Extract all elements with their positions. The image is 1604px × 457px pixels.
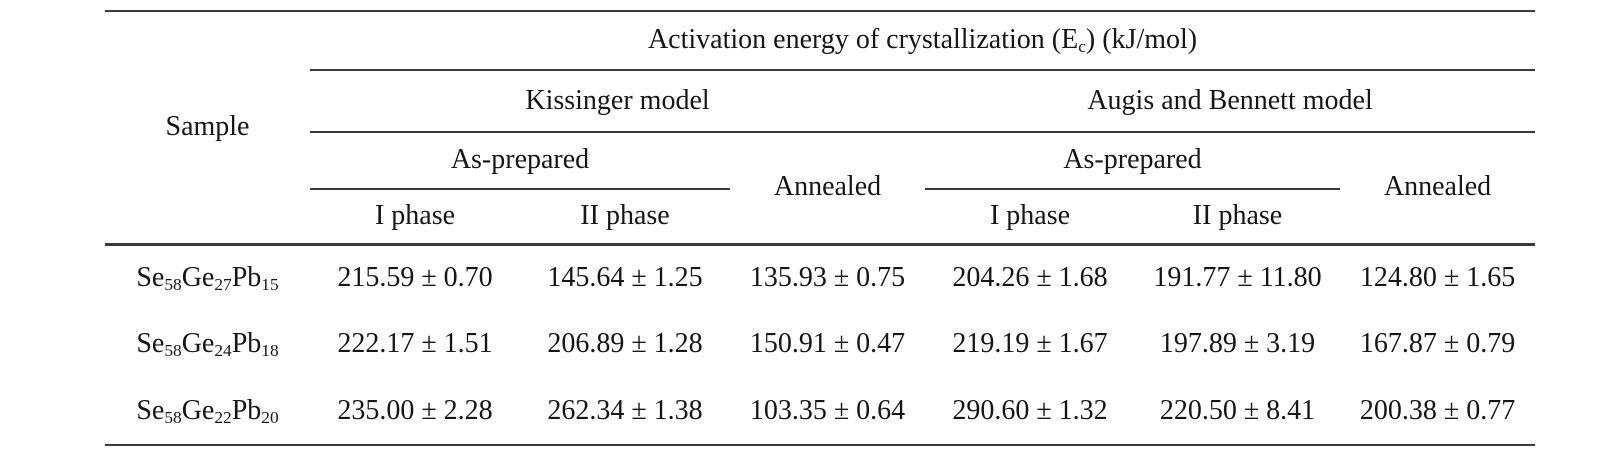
value-cell: 204.26 ± 1.68 bbox=[952, 261, 1108, 293]
header-row-phases: I phase II phase I phase II phase bbox=[105, 189, 1535, 246]
value-cell: 290.60 ± 1.32 bbox=[925, 378, 1135, 446]
header-row-models: Kissinger model Augis and Bennett model bbox=[105, 70, 1536, 133]
table-title-units: ) (kJ/mol) bbox=[1085, 24, 1198, 56]
kissinger-annealed-header: Annealed bbox=[730, 132, 925, 246]
augis-as-prepared-header: As-prepared bbox=[925, 132, 1340, 190]
element-subscript: 20 bbox=[261, 407, 279, 427]
augis-phase2-header: II phase bbox=[1135, 189, 1340, 246]
sample-cell: Se58Ge27Pb15 bbox=[105, 244, 310, 311]
table-body: Se58Ge27Pb15 215.59 ± 0.70 145.64 ± 1.25… bbox=[105, 244, 1536, 446]
table-title-subscript: c bbox=[1078, 36, 1086, 56]
element-subscript: 15 bbox=[261, 274, 279, 294]
header-row-preparation: As-prepared Annealed As-prepared Anneale… bbox=[105, 132, 1536, 246]
value-cell: 167.87 ± 0.79 bbox=[1359, 328, 1516, 360]
augis-annealed-header: Annealed bbox=[1340, 132, 1536, 246]
element-symbol: Ge bbox=[181, 261, 215, 293]
table-row: Se58Ge22Pb20 235.00 ± 2.28 262.34 ± 1.38… bbox=[105, 378, 1536, 446]
value-cell: 103.35 ± 0.64 bbox=[730, 378, 925, 446]
value-cell: 206.89 ± 1.28 bbox=[547, 328, 703, 360]
table-row: Se58Ge27Pb15 215.59 ± 0.70 145.64 ± 1.25… bbox=[105, 244, 1535, 311]
activation-energy-table: Sample Activation energy of crystallizat… bbox=[105, 10, 1536, 446]
element-symbol: Ge bbox=[181, 394, 215, 426]
sample-column-header: Sample bbox=[105, 10, 310, 246]
augis-bennett-model-header: Augis and Bennett model bbox=[925, 70, 1536, 133]
element-subscript: 27 bbox=[214, 274, 232, 294]
table-title-text: Activation energy of crystallization (E bbox=[647, 24, 1079, 56]
table-header: Sample Activation energy of crystallizat… bbox=[105, 10, 1536, 246]
kissinger-phase1-header: I phase bbox=[310, 189, 520, 246]
kissinger-as-prepared-header: As-prepared bbox=[310, 132, 730, 190]
value-cell: 145.64 ± 1.25 bbox=[547, 261, 703, 293]
element-subscript: 24 bbox=[214, 340, 232, 360]
value-cell: 220.50 ± 8.41 bbox=[1135, 378, 1340, 446]
element-subscript: 58 bbox=[164, 407, 182, 427]
augis-phase1-header: I phase bbox=[925, 189, 1135, 246]
value-cell: 197.89 ± 3.19 bbox=[1159, 328, 1316, 360]
value-cell: 235.00 ± 2.28 bbox=[310, 378, 520, 446]
element-symbol: Pb bbox=[231, 394, 262, 426]
sample-cell: Se58Ge24Pb18 bbox=[105, 311, 310, 378]
value-cell: 262.34 ± 1.38 bbox=[520, 378, 730, 446]
value-cell: 200.38 ± 0.77 bbox=[1340, 378, 1536, 446]
element-symbol: Pb bbox=[231, 261, 262, 293]
element-symbol: Se bbox=[136, 261, 165, 293]
value-cell: 124.80 ± 1.65 bbox=[1359, 261, 1516, 293]
element-symbol: Pb bbox=[231, 328, 262, 360]
value-cell: 219.19 ± 1.67 bbox=[952, 328, 1108, 360]
sample-cell: Se58Ge22Pb20 bbox=[105, 378, 310, 446]
element-subscript: 18 bbox=[261, 340, 279, 360]
kissinger-model-header: Kissinger model bbox=[310, 70, 925, 133]
value-cell: 191.77 ± 11.80 bbox=[1153, 261, 1322, 293]
value-cell: 135.93 ± 0.75 bbox=[749, 261, 906, 293]
kissinger-phase2-header: II phase bbox=[520, 189, 730, 246]
value-cell: 222.17 ± 1.51 bbox=[337, 328, 493, 360]
element-subscript: 58 bbox=[164, 274, 182, 294]
element-symbol: Se bbox=[136, 394, 165, 426]
element-symbol: Se bbox=[136, 328, 165, 360]
table-row: Se58Ge24Pb18 222.17 ± 1.51 206.89 ± 1.28… bbox=[105, 311, 1535, 378]
table-title: Activation energy of crystallization (Ec… bbox=[310, 10, 1536, 71]
element-symbol: Ge bbox=[181, 328, 215, 360]
element-subscript: 58 bbox=[164, 340, 182, 360]
element-subscript: 22 bbox=[214, 407, 232, 427]
value-cell: 150.91 ± 0.47 bbox=[749, 328, 906, 360]
header-row-title: Sample Activation energy of crystallizat… bbox=[105, 10, 1536, 246]
value-cell: 215.59 ± 0.70 bbox=[337, 261, 493, 293]
